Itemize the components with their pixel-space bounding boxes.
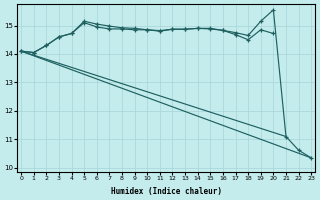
X-axis label: Humidex (Indice chaleur): Humidex (Indice chaleur) — [111, 187, 222, 196]
